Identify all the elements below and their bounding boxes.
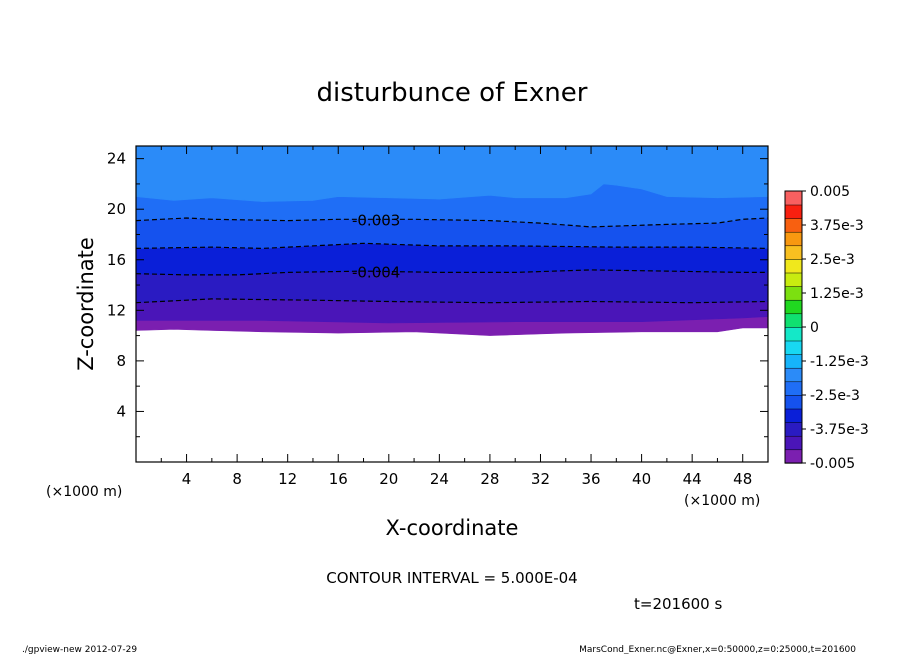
filled-contours [135,145,769,336]
colorbar-swatch-14 [784,258,803,274]
footer-left-text: ./gpview-new 2012-07-29 [22,645,137,654]
colorbar-swatch-11 [784,299,803,315]
x-axis-ticks: 4 8 12 16 20 24 28 32 36 40 44 48 [160,146,752,488]
colorbar-swatch-15 [784,245,803,260]
dashed-contour-lines [135,217,769,304]
colorbar-tick-label: -0.005 [810,456,855,472]
y-tick-label: 16 [107,251,126,269]
colorbar-swatch-16 [784,231,803,247]
x-tick-label: 32 [531,470,550,488]
colorbar-swatch-10 [784,313,803,328]
colorbar-swatch-3 [784,408,803,423]
x-tick-label: 8 [232,470,242,488]
x-tick-label: 16 [329,470,348,488]
chart-title: disturbunce of Exner [317,78,588,108]
x-axis-title: X-coordinate [386,516,519,540]
colorbar-tick-label: 3.75e-3 [810,218,864,234]
colorbar-swatch-18 [784,204,803,219]
contour-band-6 [135,145,769,202]
colorbar-swatch-6 [784,367,803,383]
plot-frame [135,145,769,463]
colorbar-swatch-7 [784,353,803,369]
colorbar-tick-label: 1.25e-3 [810,286,864,302]
colorbar-swatch-5 [784,381,803,396]
contour-band-3 [135,242,769,276]
x-tick-label: 44 [683,470,702,488]
contour-line-1 [135,242,769,250]
y-tick-label: 12 [107,301,126,319]
y-axis-ticks: 4 8 12 16 20 24 [107,150,768,438]
y-tick-label: 24 [107,150,126,168]
colorbar-tick-label: -2.5e-3 [810,388,860,404]
colorbar-tick-label: -1.25e-3 [810,354,869,370]
contour-line-2 [135,269,768,276]
contour-labels: -0.003 -0.004 [352,211,400,281]
x-tick-label: 4 [182,470,192,488]
colorbar-tick-label: 0.005 [810,184,850,200]
colorbar-swatch-8 [784,340,803,355]
colorbar-swatch-19 [784,190,803,206]
colorbar-swatch-9 [784,326,803,342]
colorbar-swatch-17 [784,217,803,233]
colorbar-tick-label: 0 [810,320,819,336]
footer-right-text: MarsCond_Exner.nc@Exner,x=0:50000,z=0:25… [579,645,856,654]
contour-label-2: -0.004 [352,263,400,281]
x-tick-label: 20 [379,470,398,488]
contour-line-3 [135,298,769,304]
y-axis-title: Z-coordinate [74,237,98,371]
colorbar-swatch-4 [784,394,803,410]
contour-interval-text: CONTOUR INTERVAL = 5.000E-04 [326,569,577,587]
x-tick-label: 24 [430,470,449,488]
y-tick-label: 20 [107,200,126,218]
colorbar-swatch-13 [784,272,803,287]
x-tick-label: 28 [480,470,499,488]
y-tick-label: 4 [116,402,126,420]
time-text: t=201600 s [634,595,722,613]
colorbar-swatch-0 [784,449,803,464]
x-axis-unit: (×1000 m) [684,493,760,509]
colorbar-tick-label: -3.75e-3 [810,422,869,438]
y-tick-label: 8 [116,352,126,370]
x-tick-label: 36 [581,470,600,488]
colorbar-swatch-2 [784,421,803,437]
x-tick-label: 48 [733,470,752,488]
x-tick-label: 12 [278,470,297,488]
colorbar-swatch-12 [784,285,803,301]
contour-label-0: -0.003 [352,211,400,229]
colorbar-swatch-1 [784,435,803,451]
contour-line-0 [135,217,769,228]
y-axis-unit: (×1000 m) [46,484,122,500]
x-tick-label: 40 [632,470,651,488]
colorbar-tick-label: 2.5e-3 [810,252,855,268]
colorbar: 0.005 3.75e-3 2.5e-3 1.25e-3 0 -1.25e-3 -2.5e-… [784,184,869,472]
